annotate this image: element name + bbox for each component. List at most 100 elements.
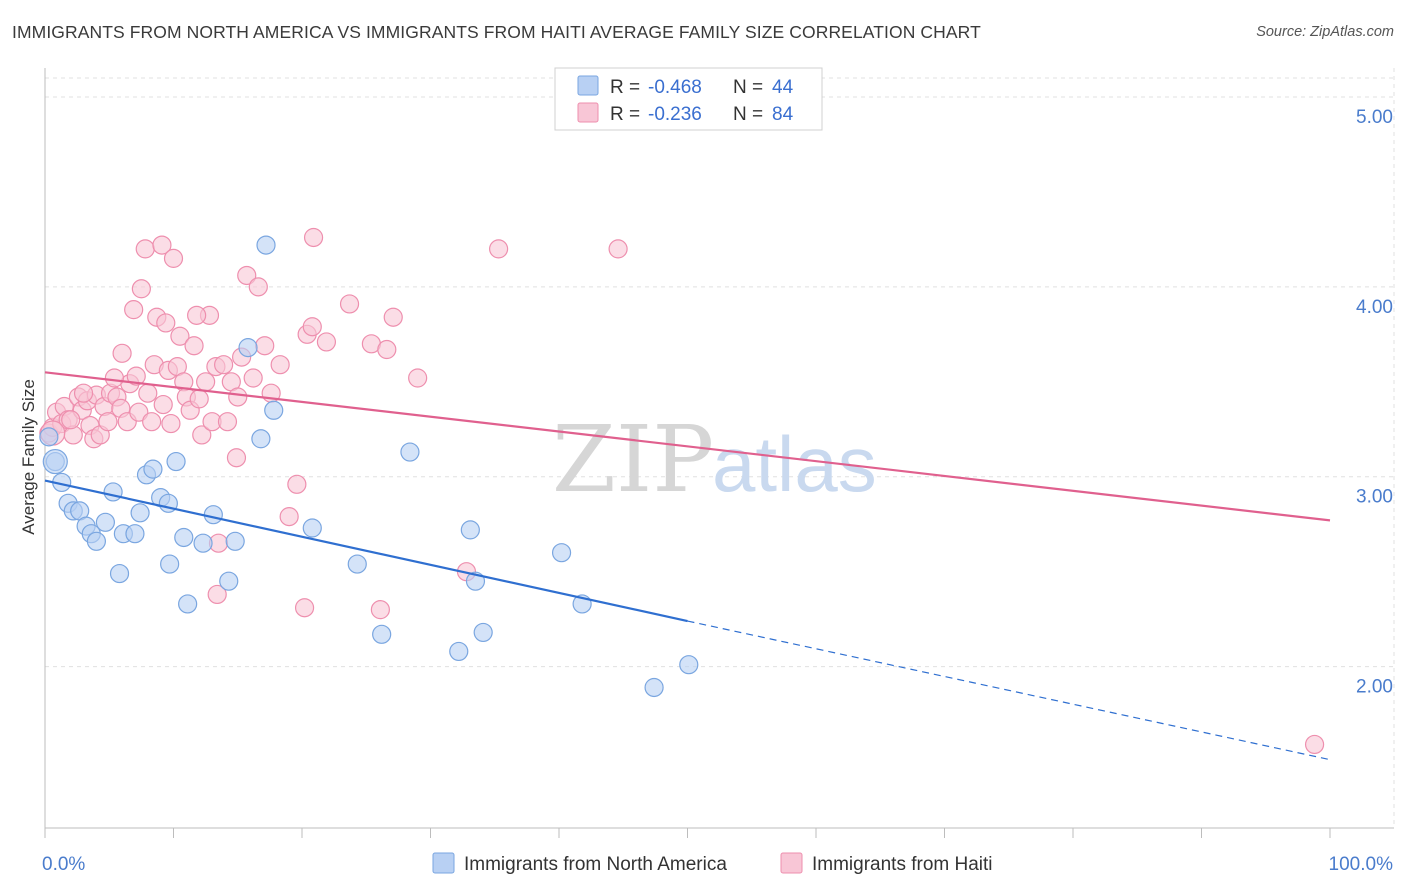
haiti-point xyxy=(270,355,290,375)
haiti-point xyxy=(214,355,234,375)
watermark-zip: ZIP xyxy=(552,406,714,513)
haiti-point xyxy=(383,307,403,327)
legend-n-label-1: N = xyxy=(733,77,763,98)
haiti-point xyxy=(138,383,158,403)
haiti-point xyxy=(237,265,257,286)
north-america-trend-extension xyxy=(687,620,1331,761)
y-tick-label: 2.00 xyxy=(1356,677,1393,698)
north-america-point xyxy=(400,442,420,462)
bottom-legend-swatch-haiti xyxy=(780,852,803,874)
north-america-point xyxy=(219,571,239,591)
haiti-point xyxy=(608,239,628,259)
x-tick-label: 100.0% xyxy=(1329,854,1394,875)
bottom-legend-swatch-north-america xyxy=(432,852,455,874)
haiti-point xyxy=(279,507,299,527)
north-america-point xyxy=(174,527,194,548)
x-tick-label: 0.0% xyxy=(42,854,85,875)
axes: 2.00 3.00 4.00 5.00 0.0% 100.0% xyxy=(42,68,1394,875)
haiti-point xyxy=(207,584,227,605)
haiti-point xyxy=(163,248,184,268)
north-america-point xyxy=(473,622,493,643)
y-tick-label: 3.00 xyxy=(1356,487,1393,508)
haiti-point xyxy=(408,368,428,388)
bottom-legend-label-north-america: Immigrants from North America xyxy=(464,854,727,875)
haiti-point xyxy=(248,277,268,297)
haiti-point xyxy=(104,368,124,388)
north-america-point xyxy=(39,427,59,447)
chart-title: IMMIGRANTS FROM NORTH AMERICA VS IMMIGRA… xyxy=(12,22,981,42)
y-tick-label: 5.00 xyxy=(1356,107,1393,128)
haiti-point xyxy=(142,412,162,432)
haiti-point xyxy=(129,402,149,422)
legend-swatch-haiti xyxy=(577,102,599,123)
haiti-point xyxy=(255,336,275,356)
watermark-atlas: atlas xyxy=(712,420,877,508)
haiti-point xyxy=(287,474,307,494)
north-america-point xyxy=(103,482,123,502)
north-america-point xyxy=(203,505,223,525)
haiti-point xyxy=(243,368,263,388)
north-america-point xyxy=(460,520,480,540)
haiti-point xyxy=(98,412,118,432)
haiti-point xyxy=(294,598,315,618)
haiti-point xyxy=(226,448,247,468)
haiti-point xyxy=(112,343,132,363)
north-america-point xyxy=(679,655,699,675)
y-tick-label: 4.00 xyxy=(1356,297,1393,318)
haiti-point xyxy=(370,600,390,620)
legend-n-value-1: 44 xyxy=(772,77,794,98)
haiti-point xyxy=(131,279,151,299)
legend-n-value-2: 84 xyxy=(772,104,794,125)
north-america-point xyxy=(42,448,68,475)
haiti-point xyxy=(196,372,216,392)
north-america-point xyxy=(238,338,258,358)
north-america-point xyxy=(166,451,186,472)
north-america-point xyxy=(251,429,271,449)
legend-r-value-1: -0.468 xyxy=(648,77,702,98)
haiti-point xyxy=(170,326,190,346)
north-america-point xyxy=(160,554,180,574)
haiti-point xyxy=(153,394,173,415)
legend-n-label-2: N = xyxy=(733,104,763,125)
north-america-point xyxy=(125,524,145,544)
series-north-america-points xyxy=(39,235,699,698)
haiti-point xyxy=(489,239,509,259)
watermark: ZIP atlas xyxy=(552,406,877,513)
north-america-point xyxy=(256,235,276,255)
legend-r-label-1: R = xyxy=(610,77,640,98)
north-america-point xyxy=(302,518,322,538)
haiti-point xyxy=(228,387,248,407)
trend-lines xyxy=(44,371,1331,761)
haiti-point xyxy=(152,235,172,255)
haiti-point xyxy=(187,305,207,325)
haiti-point xyxy=(302,317,322,337)
north-america-point xyxy=(109,563,130,584)
legend-swatch-north-america xyxy=(577,75,599,96)
haiti-point xyxy=(124,300,144,320)
haiti-point xyxy=(217,412,238,432)
north-america-point xyxy=(86,531,107,551)
north-america-point xyxy=(178,594,198,614)
series-haiti-points xyxy=(39,227,1325,755)
bottom-legend-label-haiti: Immigrants from Haiti xyxy=(812,854,993,875)
haiti-point xyxy=(61,410,81,430)
haiti-point xyxy=(192,425,212,445)
north-america-point xyxy=(551,543,572,563)
haiti-point xyxy=(73,383,94,403)
haiti-point xyxy=(135,239,155,259)
north-america-point xyxy=(130,503,150,523)
haiti-point xyxy=(184,336,204,356)
haiti-point xyxy=(303,227,324,248)
north-america-point xyxy=(143,459,163,479)
correlation-legend-box xyxy=(554,67,823,131)
haiti-point xyxy=(161,413,181,434)
north-america-trend-line xyxy=(44,479,688,623)
source-label: Source: ZipAtlas.com xyxy=(1256,24,1394,40)
haiti-point xyxy=(316,332,337,352)
north-america-point xyxy=(372,624,392,644)
legend-r-label-2: R = xyxy=(610,104,640,125)
north-america-point xyxy=(264,400,284,420)
haiti-point xyxy=(339,294,360,314)
legend-r-value-2: -0.236 xyxy=(648,104,702,125)
